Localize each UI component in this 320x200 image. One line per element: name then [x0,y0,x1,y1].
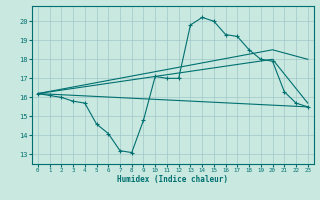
X-axis label: Humidex (Indice chaleur): Humidex (Indice chaleur) [117,175,228,184]
